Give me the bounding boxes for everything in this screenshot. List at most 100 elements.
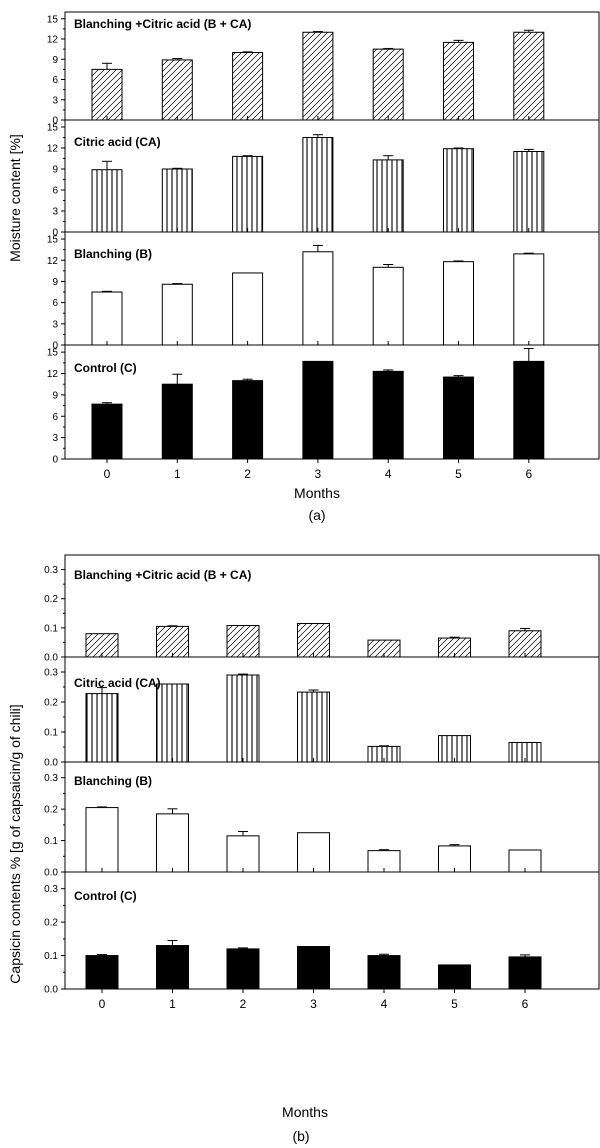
y-tick-label: 0.2 bbox=[44, 805, 58, 816]
x-tick-label: 2 bbox=[244, 467, 251, 481]
bar bbox=[302, 31, 334, 121]
y-tick-label: 15 bbox=[47, 123, 59, 134]
y-tick-label: 0 bbox=[52, 341, 58, 352]
chart-a-xlabel: Months bbox=[294, 485, 340, 501]
chart-a-panel-1-title: Blanching +Citric acid (B + CA) bbox=[74, 17, 251, 31]
chart-b-ylabel: Capsicin contents % [g of capsaicin/g of… bbox=[7, 704, 23, 983]
chart-a-ylabel: Moisture content [%] bbox=[7, 134, 23, 262]
y-tick-label: 0.2 bbox=[44, 594, 58, 605]
x-tick-label: 1 bbox=[169, 997, 176, 1011]
x-tick-label: 6 bbox=[522, 997, 529, 1011]
y-tick-label: 0 bbox=[52, 116, 58, 127]
chart-b-plot: 0.00.10.20.30.00.10.20.30.00.10.20.30.00… bbox=[44, 554, 600, 1011]
x-tick-label: 4 bbox=[385, 467, 392, 481]
chart-a-panel-3: 0 3 6 9 12 15 bbox=[47, 231, 600, 352]
bar bbox=[443, 41, 474, 121]
bar bbox=[367, 955, 401, 990]
y-tick-label: 0.0 bbox=[44, 868, 58, 879]
chart-b-panel-2-title: Citric acid (CA) bbox=[74, 676, 161, 690]
bar bbox=[443, 148, 474, 233]
bar bbox=[85, 807, 119, 873]
y-tick-label: 0.1 bbox=[44, 728, 58, 739]
bar bbox=[297, 622, 330, 658]
bar bbox=[372, 370, 404, 460]
bar bbox=[372, 159, 404, 233]
x-tick-label: 1 bbox=[174, 467, 181, 481]
x-tick-label: 4 bbox=[381, 997, 388, 1011]
bar bbox=[443, 376, 474, 460]
chart-b-panel-4-title: Control (C) bbox=[74, 889, 137, 903]
bar bbox=[513, 31, 545, 121]
y-tick-label: 3 bbox=[52, 319, 58, 330]
bar bbox=[91, 68, 123, 121]
bar bbox=[156, 945, 189, 990]
x-tick-label: 0 bbox=[99, 997, 106, 1011]
chart-b-panel-1-title: Blanching +Citric acid (B + CA) bbox=[74, 568, 251, 582]
chart-b-xlabel: Months bbox=[282, 1104, 328, 1120]
y-tick-label: 0.2 bbox=[44, 918, 58, 929]
bar bbox=[156, 813, 189, 873]
bar bbox=[91, 403, 123, 460]
y-tick-label: 12 bbox=[47, 369, 59, 380]
chart-a-panel-2: 0 3 6 9 12 15 bbox=[47, 119, 600, 239]
y-tick-label: 0.3 bbox=[44, 773, 58, 784]
y-tick-label: 3 bbox=[52, 433, 58, 444]
bar bbox=[232, 380, 264, 460]
bar bbox=[226, 948, 260, 990]
y-tick-label: 3 bbox=[52, 95, 58, 106]
y-tick-label: 12 bbox=[47, 35, 59, 46]
bar bbox=[91, 291, 123, 346]
y-tick-label: 12 bbox=[47, 256, 59, 267]
y-tick-label: 0.0 bbox=[44, 985, 58, 996]
bar bbox=[438, 735, 471, 763]
chart-a-sublabel: (a) bbox=[308, 507, 325, 523]
x-tick-label: 3 bbox=[315, 467, 322, 481]
x-tick-label: 2 bbox=[240, 997, 247, 1011]
bar bbox=[226, 674, 260, 763]
bar bbox=[513, 253, 545, 346]
bar bbox=[156, 625, 189, 658]
bar bbox=[232, 272, 264, 346]
bar bbox=[226, 835, 260, 873]
bar bbox=[372, 266, 404, 346]
bar bbox=[372, 48, 404, 121]
bar bbox=[302, 137, 334, 233]
y-tick-label: 0.1 bbox=[44, 623, 58, 634]
chart-b: Capsicin contents % [g of capsaicin/g of… bbox=[7, 568, 328, 1144]
y-tick-label: 0.1 bbox=[44, 836, 58, 847]
y-tick-label: 9 bbox=[52, 165, 58, 176]
bar bbox=[297, 832, 330, 873]
y-tick-label: 0.0 bbox=[44, 758, 58, 769]
chart-a-panel-4-title: Control (C) bbox=[74, 361, 137, 375]
y-tick-label: 0.3 bbox=[44, 565, 58, 576]
y-tick-label: 0.1 bbox=[44, 951, 58, 962]
bar bbox=[161, 59, 193, 121]
bar bbox=[513, 360, 545, 460]
y-tick-label: 9 bbox=[52, 55, 58, 66]
chart-b-panel-2: 0.0 0.1 0.2 0.3 bbox=[44, 656, 600, 769]
bar bbox=[302, 251, 334, 346]
chart-a-panel-4: 0 3 6 9 12 15 bbox=[47, 344, 600, 466]
y-tick-label: 0.3 bbox=[44, 668, 58, 679]
y-tick-label: 9 bbox=[52, 277, 58, 288]
bar bbox=[156, 683, 189, 763]
x-tick-label: 0 bbox=[104, 467, 111, 481]
x-tick-label: 3 bbox=[310, 997, 317, 1011]
chart-b-panel-3-title: Blanching (B) bbox=[74, 774, 152, 788]
bar bbox=[161, 168, 193, 233]
y-tick-label: 6 bbox=[52, 75, 58, 86]
chart-b-panel-1: 0.0 0.1 0.2 0.3 bbox=[44, 554, 600, 664]
panel-frame bbox=[64, 871, 600, 990]
x-tick-label: 6 bbox=[525, 467, 532, 481]
y-tick-label: 0 bbox=[52, 455, 58, 466]
bar bbox=[443, 261, 474, 346]
bar bbox=[302, 360, 334, 460]
bar bbox=[232, 52, 264, 121]
bar bbox=[161, 283, 193, 346]
y-tick-label: 9 bbox=[52, 390, 58, 401]
bar bbox=[508, 956, 542, 990]
y-tick-label: 3 bbox=[52, 207, 58, 218]
bar bbox=[226, 625, 260, 658]
